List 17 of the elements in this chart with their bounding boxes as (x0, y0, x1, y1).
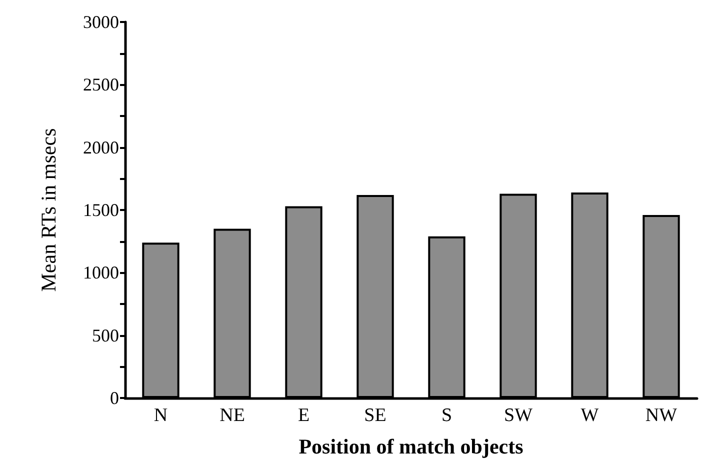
x-tick-label: W (580, 405, 599, 426)
y-tick-label: 3000 (83, 12, 119, 32)
y-tick-label: 2500 (83, 74, 119, 95)
x-tick-label: S (441, 405, 452, 426)
y-tick-label: 1500 (83, 200, 119, 220)
x-tick-label: NE (220, 405, 245, 426)
x-tick-label: SE (364, 405, 386, 426)
y-tick-label: 0 (110, 388, 119, 408)
y-tick-label: 2000 (83, 137, 119, 158)
x-tick-label: NW (645, 405, 678, 426)
x-axis-title: Position of match objects (298, 434, 524, 458)
y-tick-label: 500 (92, 325, 119, 346)
x-tick-label: SW (504, 405, 533, 426)
y-tick-label: 1000 (83, 262, 119, 283)
x-tick-label: E (298, 405, 310, 426)
x-tick-label: N (154, 405, 168, 426)
y-axis-title: Mean RTs in msecs (36, 128, 60, 292)
